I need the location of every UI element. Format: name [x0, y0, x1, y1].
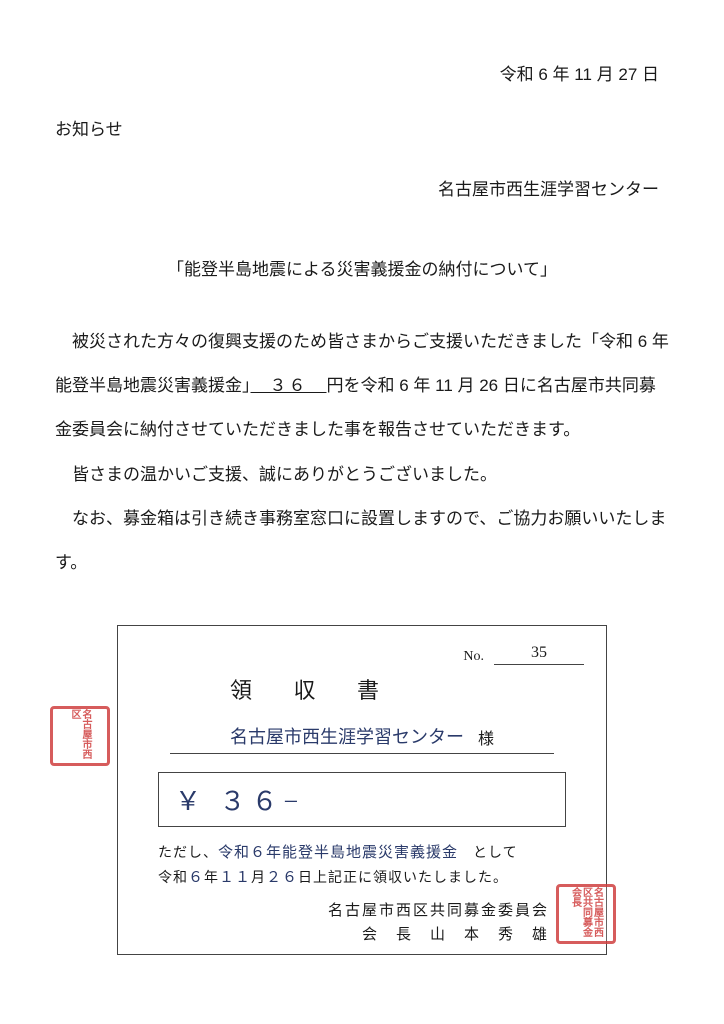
note2-day: ２６ [266, 870, 298, 886]
receipt-note-line1: ただし、令和６年能登半島地震災害義援金 として [158, 841, 566, 862]
note2-suffix: 日上記正に領収いたしました。 [298, 871, 508, 886]
paragraph-2: 皆さまの温かいご支援、誠にありがとうございました。 [55, 453, 669, 497]
receipt-issuer: 名古屋市西区共同募金委員会 会 長 山 本 秀 雄 [140, 899, 549, 947]
note1-suffix: として [458, 846, 518, 861]
receipt-number-row: No. 35 [140, 644, 584, 665]
receipt-note-line2: 令和６年１１月２６日上記正に領収いたしました。 [158, 866, 566, 887]
receipt-recipient: 名古屋市西生涯学習センター 様 [170, 723, 554, 754]
issuer-name: 山 本 秀 雄 [430, 927, 549, 943]
receipt-amount: ￥ ３６− [175, 781, 304, 818]
issuer-title: 会 長 [362, 927, 413, 943]
receipt-image-region: 名古屋市西区 No. 35 領 収 書 名古屋市西生涯学習センター 様 ￥ ３６… [55, 625, 669, 955]
receipt-amount-box: ￥ ３６− [158, 772, 566, 827]
note2-prefix: 令和 [158, 871, 188, 886]
issuer-org: 名古屋市西区共同募金委員会 [140, 899, 549, 923]
notice-label: お知らせ [55, 115, 669, 140]
note1-purpose: 令和６年能登半島地震災害義援金 [218, 845, 458, 861]
receipt-heading: 領 収 書 [230, 673, 584, 705]
paragraph-1: 被災された方々の復興支援のため皆さまからご支援いただきました「令和 6 年能登半… [55, 320, 669, 453]
receipt-recipient-name: 名古屋市西生涯学習センター [230, 723, 464, 749]
note1-prefix: ただし、 [158, 846, 218, 861]
stamp-left-icon: 名古屋市西区 [50, 706, 110, 766]
note2-year: ６ [188, 870, 204, 886]
note2-month: １１ [219, 870, 251, 886]
issuing-organization: 名古屋市西生涯学習センター [55, 175, 669, 200]
document-title: 「能登半島地震による災害義援金の納付について」 [55, 255, 669, 280]
receipt-no-label: No. [463, 649, 484, 665]
paragraph-3: なお、募金箱は引き続き事務室窓口に設置しますので、ご協力お願いいたします。 [55, 497, 669, 585]
issuer-name-line: 会 長 山 本 秀 雄 [140, 923, 549, 947]
receipt-recipient-suffix: 様 [478, 725, 494, 749]
receipt-no-value: 35 [494, 644, 584, 665]
receipt-box: 名古屋市西区 No. 35 領 収 書 名古屋市西生涯学習センター 様 ￥ ３６… [117, 625, 607, 955]
note2-mid1: 年 [204, 871, 219, 886]
body-paragraphs: 被災された方々の復興支援のため皆さまからご支援いただきました「令和 6 年能登半… [55, 320, 669, 585]
note2-mid2: 月 [251, 871, 266, 886]
amount-inline: ３６ [251, 376, 327, 395]
document-date: 令和 6 年 11 月 27 日 [55, 60, 669, 85]
stamp-right-icon: 名古屋市西区共同募金会長 [556, 884, 616, 944]
